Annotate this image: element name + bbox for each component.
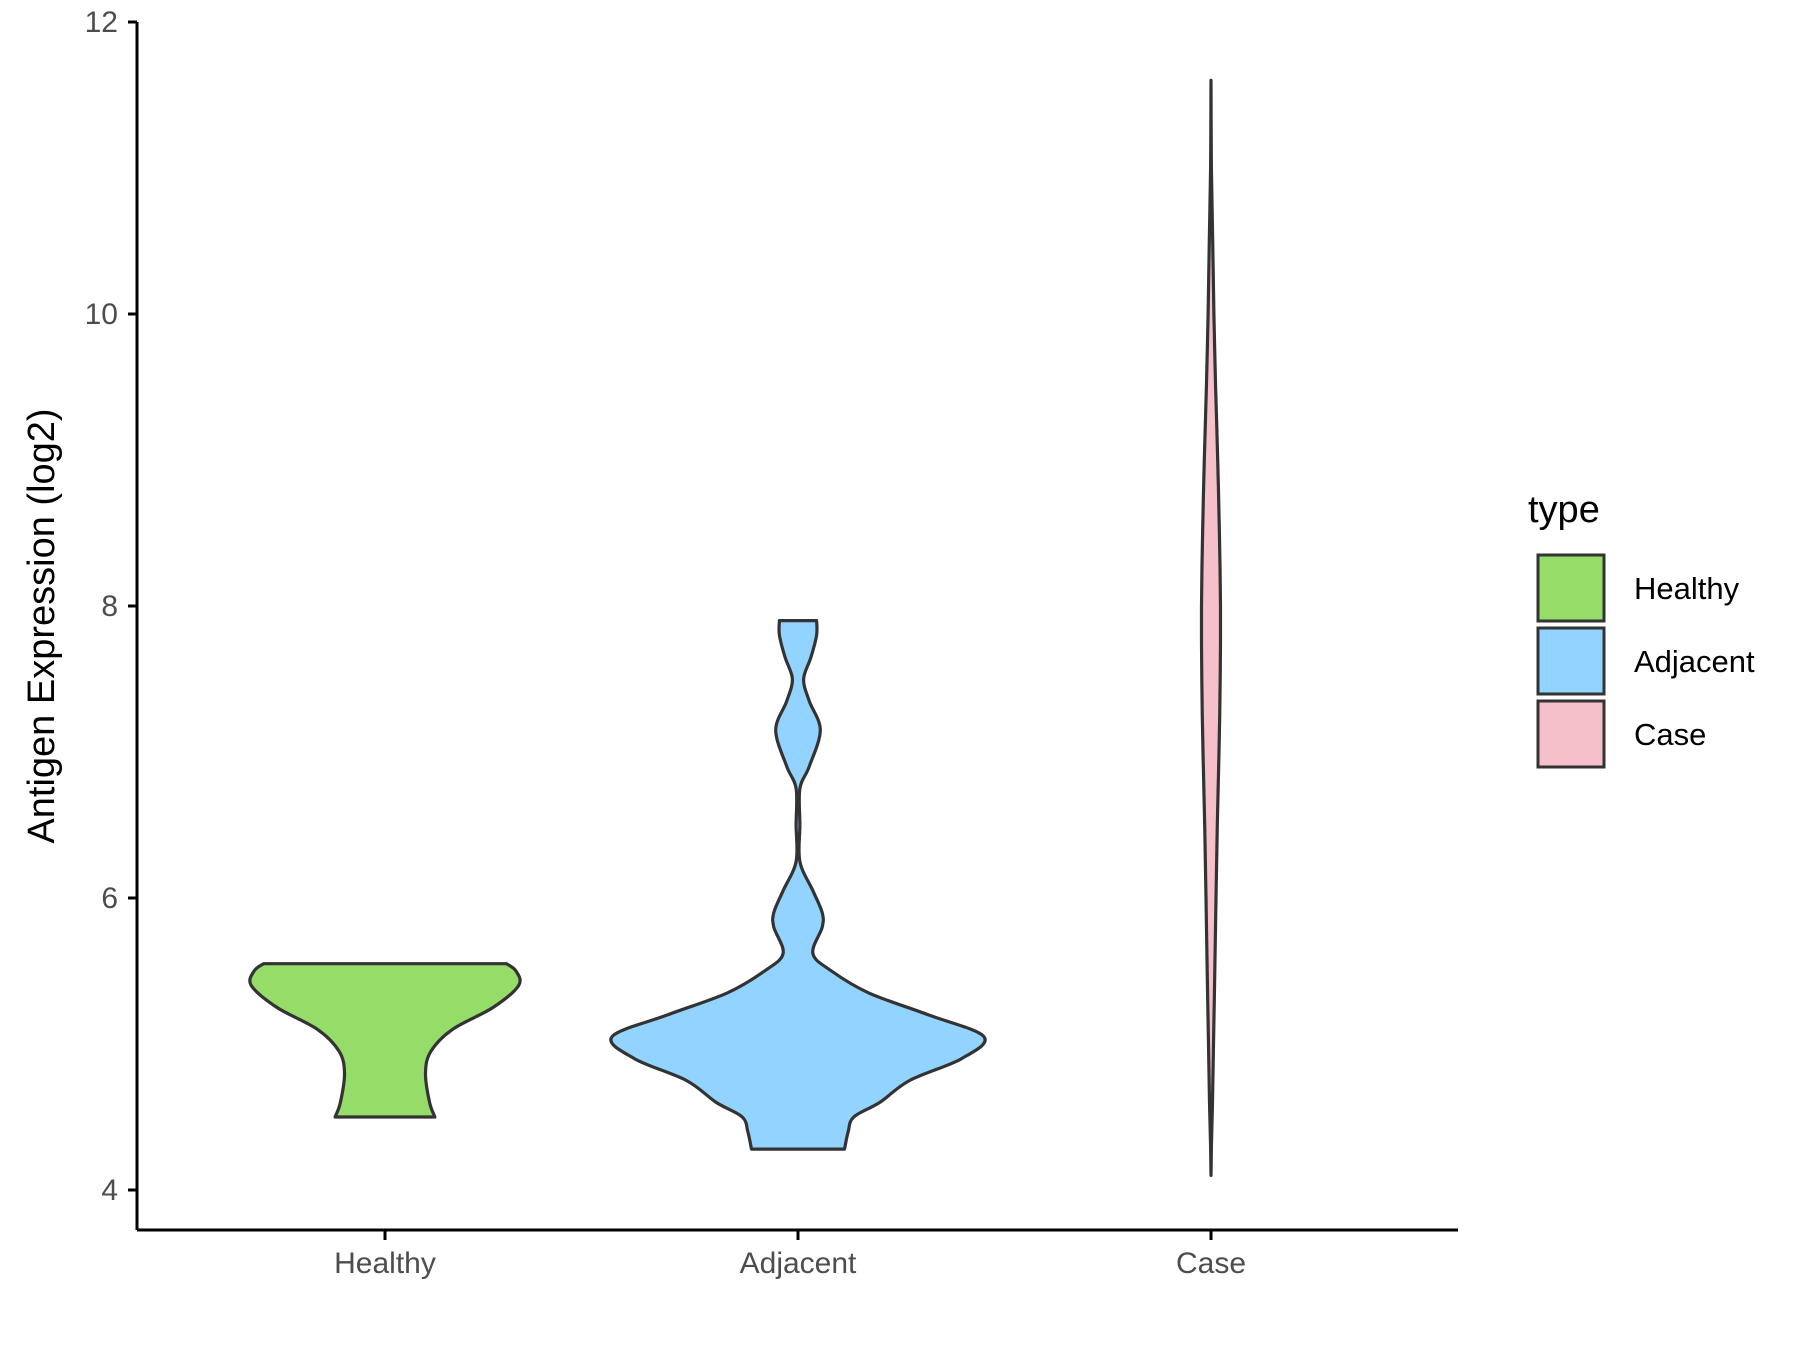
legend-label-healthy: Healthy (1634, 571, 1740, 606)
legend-label-adjacent: Adjacent (1634, 644, 1755, 679)
violin-healthy (248, 962, 522, 1119)
legend-title: type (1528, 489, 1600, 531)
violin-case (1199, 78, 1223, 1177)
violins-layer (248, 78, 1223, 1177)
legend-swatch-adjacent (1536, 626, 1606, 696)
y-axis-title: Antigen Expression (log2) (21, 408, 63, 843)
legend-swatch-case (1536, 699, 1606, 769)
legend-swatch-healthy (1536, 553, 1606, 623)
x-tick-label-case: Case (1176, 1247, 1246, 1280)
y-tick-label: 8 (101, 590, 118, 623)
x-tick-label-adjacent: Adjacent (740, 1247, 857, 1280)
x-tick-label-healthy: Healthy (334, 1247, 436, 1280)
violin-adjacent (609, 619, 987, 1151)
legend-label-case: Case (1634, 717, 1706, 752)
y-tick-label: 10 (85, 298, 118, 331)
y-tick-label: 6 (101, 882, 118, 915)
y-tick-label: 4 (101, 1174, 118, 1207)
x-ticks: Healthy Adjacent Case (334, 1230, 1246, 1280)
legend: type Healthy Adjacent Case (1528, 489, 1755, 769)
y-ticks: 4 6 8 10 12 (85, 6, 137, 1207)
y-tick-label: 12 (85, 6, 118, 39)
